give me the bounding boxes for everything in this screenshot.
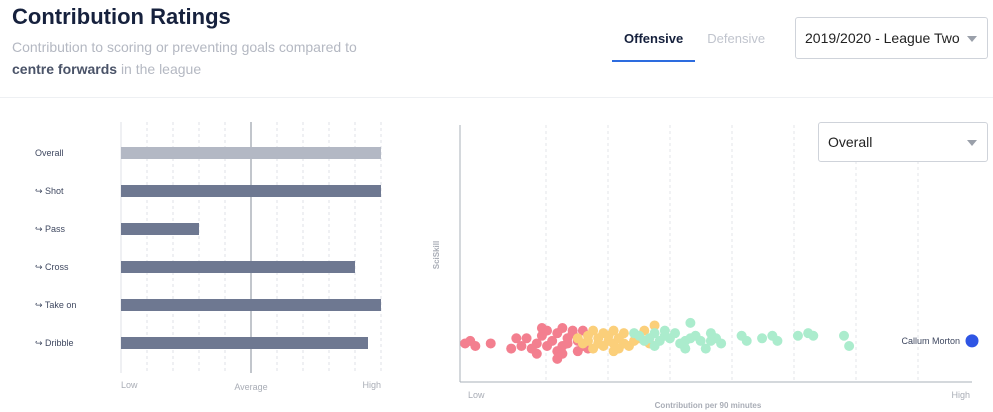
scatter-point [659,325,670,336]
scatter-point [485,338,496,349]
scatter-point [572,346,583,357]
scatter-point [521,333,532,344]
chevron-down-icon [967,36,977,42]
scatter-point [531,348,542,359]
scatter-point [772,335,783,346]
bar-category-label: ↪ Pass [35,224,66,234]
scatter-point [608,325,619,336]
rating-tabs: Offensive Defensive [612,22,777,62]
season-league-value: 2019/2020 - League Two [805,30,960,46]
scatter-point [844,341,855,352]
tab-offensive[interactable]: Offensive [612,22,696,62]
bar [121,185,381,197]
scatter-point [685,317,696,328]
tab-defensive[interactable]: Defensive [707,31,766,46]
page-title: Contribution Ratings [12,4,231,29]
scatter-point [757,333,768,344]
scatter-point [557,323,568,334]
scatter-point [649,320,660,331]
bar-category-label: ↪ Dribble [35,338,74,348]
bar-axis-low-label: Low [121,380,138,390]
scatter-point [470,341,481,352]
scatter-point [511,333,522,344]
bar [121,337,368,349]
bar [121,147,381,159]
scatter-point [608,346,619,357]
metric-select-value: Overall [828,134,873,150]
page-subtitle: Contribution to scoring or preventing go… [12,36,392,80]
scatter-point [618,328,629,339]
highlight-player-label: Callum Morton [901,336,960,346]
bar [121,261,355,273]
scatter-point [716,338,727,349]
scatter-y-axis-title: SciSkill [432,241,441,269]
scatter-point [695,335,706,346]
bar-category-label: ↪ Take on [35,300,76,310]
scatter-point [562,338,573,349]
scatter-point [792,330,803,341]
scatter-point [705,335,716,346]
subtitle-text: Contribution to scoring or preventing go… [12,39,357,55]
bar [121,223,199,235]
scatter-point [516,341,527,352]
header-divider [0,97,993,98]
scatter-x-axis-title: Contribution per 90 minutes [655,401,762,410]
subtitle-suffix: in the league [120,61,202,77]
bar-category-label: ↪ Cross [35,262,69,272]
scatter-point [649,328,660,339]
scatter-point [808,330,819,341]
scatter-point [536,323,547,334]
scatter-point [506,343,517,354]
scatter-point [588,325,599,336]
subtitle-position: centre forwards [12,61,118,77]
bar-axis-high-label: High [362,380,381,390]
highlight-player-point [965,334,979,348]
scatter-point [670,328,681,339]
bar [121,299,381,311]
bar-category-label: ↪ Shot [35,186,64,196]
scatter-axis-high-label: High [951,390,970,400]
chevron-down-icon [967,140,977,146]
scatter-point [557,348,568,359]
scatter-point [741,335,752,346]
bar-category-label: Overall [35,148,64,158]
scatter-point [531,338,542,349]
scatter-point [700,343,711,354]
metric-select[interactable]: Overall [818,122,988,162]
scatter-point [839,330,849,341]
scatter-point [680,343,691,354]
scatter-axis-low-label: Low [468,390,485,400]
bar-axis-average-label: Average [234,382,267,392]
scatter-point [547,335,558,346]
season-league-select[interactable]: 2019/2020 - League Two [795,17,988,59]
scatter-point [567,325,578,336]
